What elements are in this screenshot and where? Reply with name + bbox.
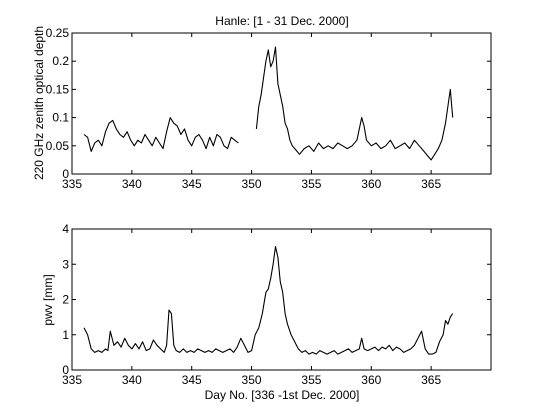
y-tick-label: 4 — [62, 222, 69, 236]
y-tick-label: 0.1 — [52, 111, 69, 125]
series-line — [83, 117, 239, 152]
pwv-panel: Day No. [336 -1st Dec. 2000] pwv [mm] 33… — [41, 222, 492, 402]
y-tick-label: 0.25 — [46, 26, 70, 40]
y-axis-label: pwv [mm] — [41, 274, 55, 325]
series-line — [255, 46, 454, 161]
y-tick-label: 0 — [62, 167, 69, 181]
x-tick-label: 340 — [122, 177, 142, 191]
x-axis-label: Day No. [336 -1st Dec. 2000] — [205, 388, 360, 402]
x-tick-label: 335 — [62, 177, 82, 191]
plot-frame — [71, 32, 492, 175]
y-axis-ticks: 0 0.05 0.1 0.15 0.2 0.25 — [46, 26, 491, 181]
x-tick-label: 365 — [421, 373, 441, 387]
y-tick-label: 0.15 — [46, 82, 70, 96]
x-tick-label: 360 — [361, 373, 381, 387]
y-tick-label: 0.2 — [52, 54, 69, 68]
x-tick-label: 345 — [182, 373, 202, 387]
optical-depth-panel: Hanle: [1 - 31 Dec. 2000] 220 GHz zenith… — [32, 14, 492, 191]
x-tick-label: 345 — [182, 177, 202, 191]
x-tick-label: 335 — [62, 373, 82, 387]
y-tick-label: 3 — [62, 257, 69, 271]
x-tick-label: 350 — [242, 373, 262, 387]
chart-title: Hanle: [1 - 31 Dec. 2000] — [215, 14, 348, 28]
x-tick-label: 360 — [361, 177, 381, 191]
x-tick-label: 350 — [242, 177, 262, 191]
x-tick-label: 355 — [301, 373, 321, 387]
x-tick-label: 340 — [122, 373, 142, 387]
y-tick-label: 0 — [62, 363, 69, 377]
x-tick-label: 355 — [301, 177, 321, 191]
x-tick-label: 365 — [421, 177, 441, 191]
y-tick-label: 1 — [62, 328, 69, 342]
y-tick-label: 2 — [62, 293, 69, 307]
series-line — [83, 246, 454, 355]
y-axis-label: 220 GHz zenith optical depth — [32, 26, 46, 180]
y-axis-ticks: 0 1 2 3 4 — [62, 222, 491, 377]
x-axis-ticks: 335 340 345 350 355 360 365 — [62, 33, 441, 191]
y-tick-label: 0.05 — [46, 139, 70, 153]
series-lines — [83, 246, 454, 355]
series-lines — [83, 46, 454, 161]
plot-frame — [71, 228, 492, 371]
x-axis-ticks: 335 340 345 350 355 360 365 — [62, 229, 441, 387]
